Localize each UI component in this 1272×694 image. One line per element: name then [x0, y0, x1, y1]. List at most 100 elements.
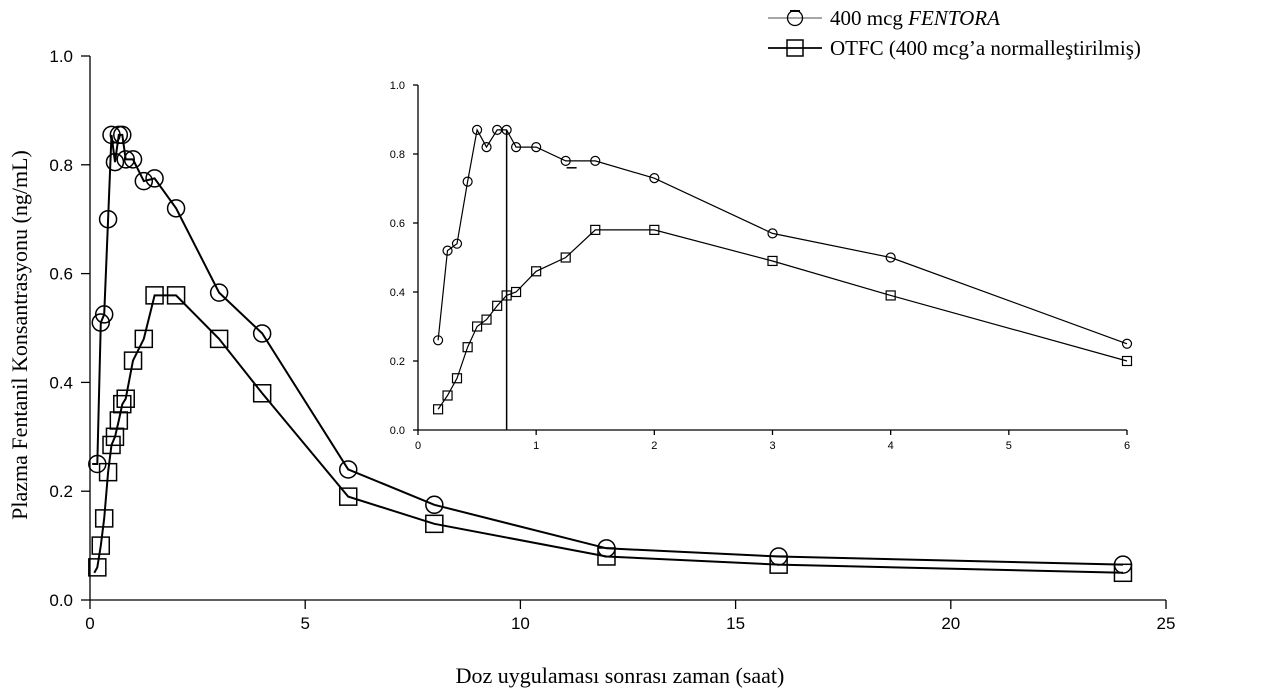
main-x-tick-label: 5 [300, 614, 309, 633]
main-y-tick-label: 0.8 [49, 156, 73, 175]
inset-data-point-otfc [767, 255, 778, 267]
inset-x-tick-label: 6 [1124, 440, 1130, 452]
inset-data-point-fentora [590, 155, 601, 166]
inset-x-tick-label: 2 [651, 440, 657, 452]
inset-data-point-otfc [451, 373, 463, 384]
main-y-tick-label: 0.6 [49, 265, 73, 284]
main-data-point-fentora [425, 495, 444, 515]
main-data-point-fentora [94, 305, 114, 324]
inset-data-point-otfc [462, 342, 473, 353]
inset-y-tick-label: 0.2 [390, 356, 405, 368]
legend: 400 mcg FENTORA OTFC (400 mcg’a normalle… [768, 6, 1141, 60]
main-data-point-otfc [1113, 563, 1133, 583]
inset-data-point-fentora [501, 124, 512, 135]
x-axis-title: Doz uygulaması sonrası zaman (saat) [456, 663, 785, 688]
inset-x-tick-label: 5 [1006, 440, 1012, 452]
main-data-point-fentora [145, 169, 164, 188]
main-data-point-fentora [105, 152, 125, 172]
inset-data-point-fentora [560, 155, 571, 166]
inset-x-tick-label: 4 [888, 440, 894, 452]
main-series-line-fentora [92, 133, 1124, 566]
inset-data-point-fentora [510, 142, 522, 153]
inset-y-tick-label: 0.6 [390, 218, 405, 230]
inset-data-point-fentora [432, 335, 444, 346]
inset-data-point-otfc [590, 224, 601, 235]
main-data-point-fentora [116, 150, 135, 169]
main-data-point-fentora [113, 125, 132, 145]
inset-data-point-fentora [451, 238, 463, 249]
main-x-tick-label: 25 [1157, 614, 1176, 633]
inset-data-point-otfc [432, 404, 444, 415]
main-data-point-otfc [338, 487, 358, 506]
inset-y-tick-label: 0.8 [390, 149, 405, 161]
inset-data-point-fentora [1121, 338, 1133, 349]
main-data-point-fentora [123, 150, 143, 169]
inset-data-point-otfc [885, 290, 896, 301]
inset-data-point-otfc [1121, 355, 1133, 367]
inset-data-point-fentora [471, 124, 483, 135]
inset-data-point-otfc [649, 224, 660, 235]
main-data-point-otfc [425, 514, 444, 534]
inset-data-point-otfc [531, 266, 542, 277]
inset-data-point-fentora [531, 142, 542, 153]
main-x-tick-label: 15 [726, 614, 745, 633]
main-data-point-fentora [91, 313, 111, 332]
main-plot: 0 5 10 15 20 250.00.20.40.60.81.0 [49, 47, 1175, 633]
legend-entry-otfc: OTFC (400 mcg’a normalleştirilmiş) [768, 36, 1141, 60]
main-data-point-otfc [113, 394, 132, 414]
main-data-point-otfc [209, 329, 229, 349]
legend-entry-fentora: 400 mcg FENTORA [768, 6, 1000, 30]
main-data-point-otfc [145, 286, 164, 305]
main-data-point-otfc [166, 286, 186, 305]
inset-series-line-fentora [437, 128, 1128, 345]
inset-data-point-fentora [442, 245, 453, 256]
main-x-tick-label: 20 [941, 614, 960, 633]
main-y-tick-label: 0.4 [49, 373, 73, 392]
inset-data-point-otfc [442, 390, 453, 401]
inset-plot: 0 1 2 3 4 5 6 0.0 0.2 0.4 0.6 0.8 1.0 [390, 80, 1133, 452]
main-y-tick-label: 1.0 [49, 47, 73, 66]
main-data-point-fentora [166, 199, 186, 218]
inset-data-point-fentora [767, 228, 778, 239]
main-data-point-otfc [252, 384, 272, 403]
inset-data-point-fentora [649, 173, 660, 184]
inset-data-point-otfc [481, 314, 492, 325]
main-data-point-otfc [88, 558, 107, 577]
main-data-point-otfc [134, 329, 154, 349]
main-data-point-otfc [597, 547, 616, 566]
inset-x-tick-label: 1 [533, 440, 539, 452]
inset-series-line-otfc [437, 229, 1128, 410]
main-data-point-fentora [98, 209, 118, 229]
main-data-point-otfc [769, 555, 788, 574]
main-data-point-fentora [338, 460, 358, 479]
inset-data-point-fentora [885, 252, 896, 263]
inset-data-point-otfc [560, 252, 571, 263]
main-data-point-fentora [209, 283, 229, 302]
main-data-point-otfc [98, 462, 118, 482]
y-axis-title: Plazma Fentanil Konsantrasyonu (ng/mL) [7, 150, 32, 520]
legend-label-fentora: 400 mcg FENTORA [830, 6, 1000, 30]
main-y-tick-label: 0.2 [49, 482, 73, 501]
inset-y-tick-label: 0.0 [390, 425, 405, 437]
main-data-point-otfc [91, 536, 111, 555]
legend-square-marker [786, 39, 804, 57]
inset-data-point-fentora [481, 142, 492, 153]
main-data-point-fentora [252, 324, 272, 343]
main-x-tick-label: 10 [511, 614, 530, 633]
main-data-point-otfc [123, 351, 143, 370]
inset-x-tick-label: 0 [415, 440, 421, 452]
inset-data-point-fentora [462, 176, 473, 187]
main-data-point-fentora [102, 125, 121, 145]
legend-label-otfc: OTFC (400 mcg’a normalleştirilmiş) [830, 36, 1141, 60]
inset-x-tick-label: 3 [769, 440, 775, 452]
inset-data-point-otfc [471, 321, 483, 332]
inset-y-tick-label: 0.4 [390, 287, 405, 299]
inset-data-point-otfc [492, 300, 503, 311]
main-data-point-fentora [134, 171, 154, 191]
main-data-point-otfc [116, 389, 135, 408]
main-x-tick-label: 0 [85, 614, 94, 633]
inset-data-point-otfc [510, 286, 522, 298]
main-y-tick-label: 0.0 [49, 591, 73, 610]
main-data-point-otfc [94, 509, 114, 528]
